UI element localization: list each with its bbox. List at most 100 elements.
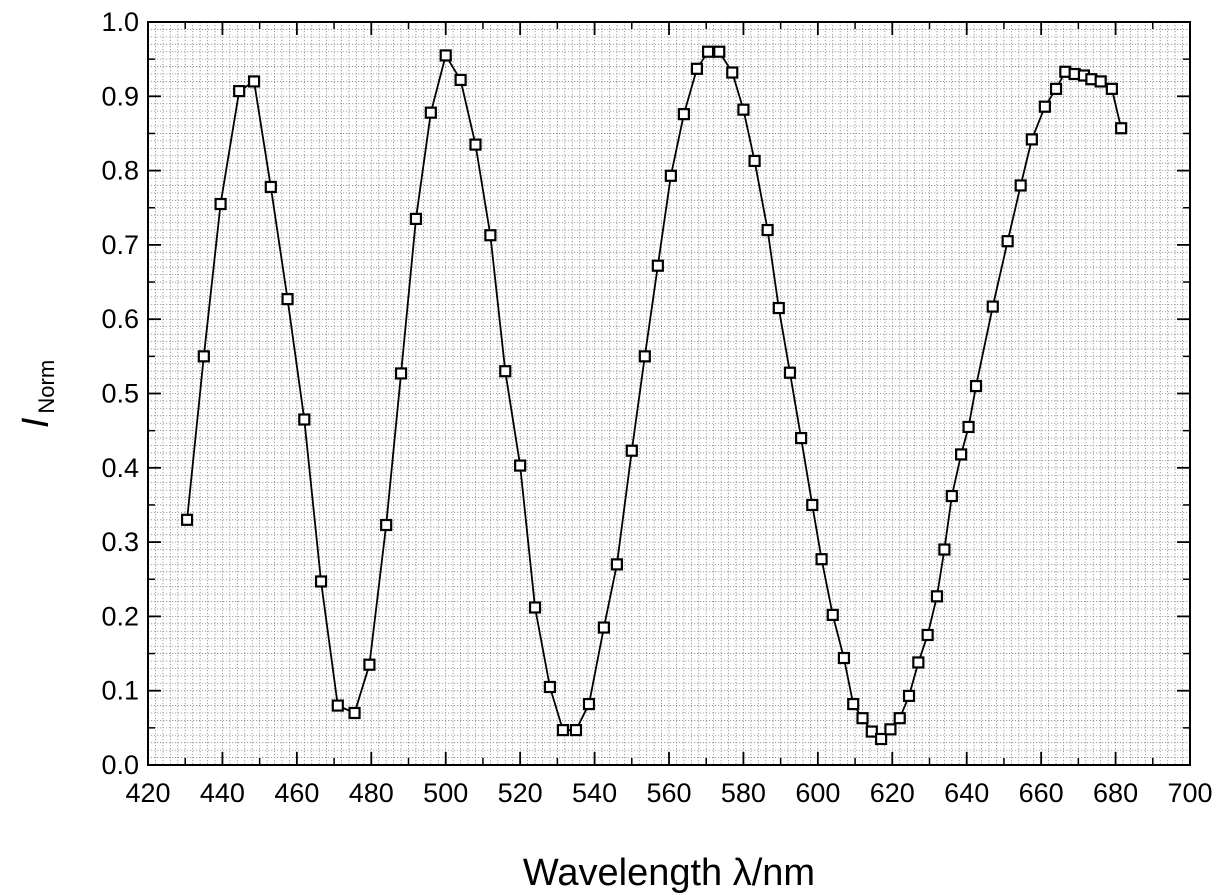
y-axis-title-main: I [15, 417, 57, 428]
data-point [893, 712, 906, 725]
x-axis-title: Wavelength λ/nm [523, 852, 815, 894]
x-tick-label: 500 [423, 778, 468, 808]
x-tick-label: 420 [125, 778, 170, 808]
y-tick-label: 1.0 [101, 7, 139, 37]
data-point [597, 621, 610, 634]
data-point [969, 379, 983, 393]
data-point [543, 680, 557, 694]
data-point [331, 699, 344, 712]
data-point [921, 628, 934, 642]
x-tick-label: 640 [944, 778, 989, 808]
y-tick-label: 0.8 [101, 156, 139, 186]
data-point [409, 212, 423, 225]
data-point [912, 656, 925, 669]
x-tick-label: 600 [795, 778, 840, 808]
data-point [875, 732, 888, 746]
data-point [955, 448, 968, 461]
plot-frame [147, 21, 1191, 766]
data-point [945, 489, 958, 503]
x-tick-label: 540 [572, 778, 617, 808]
data-point [930, 590, 944, 603]
data-point [348, 706, 361, 720]
data-point [469, 138, 482, 151]
x-tick-label: 440 [200, 778, 245, 808]
data-point [856, 712, 869, 725]
data-point [582, 697, 596, 711]
data-point [214, 197, 227, 211]
x-tick-label: 480 [349, 778, 394, 808]
x-tick-label: 520 [498, 778, 543, 808]
data-point [380, 518, 393, 532]
data-point [233, 84, 246, 98]
y-tick-label: 0.0 [101, 750, 139, 780]
x-tick-label: 580 [721, 778, 766, 808]
y-tick-labels: 0.0 0.1 0.2 0.3 0.4 0.5 0.6 0.7 0.8 0.9 1.0 [101, 7, 139, 780]
y-tick-label: 0.4 [101, 453, 139, 483]
data-point [826, 608, 839, 622]
data-point [726, 66, 739, 79]
data-point [439, 49, 452, 62]
data-point [837, 651, 851, 665]
series-line [186, 50, 1123, 740]
data-point [962, 420, 975, 434]
x-tick-label: 660 [1019, 778, 1064, 808]
data-point [713, 45, 726, 58]
y-tick-label: 0.3 [101, 527, 139, 557]
data-point [1014, 179, 1027, 192]
data-point [651, 259, 664, 272]
y-axis-title: I Norm [15, 360, 59, 428]
data-point [528, 601, 542, 614]
data-series [180, 45, 1128, 746]
data-point [247, 75, 261, 88]
x-tick-label: 460 [274, 778, 319, 808]
data-point [180, 513, 194, 526]
y-axis-title-subscript: Norm [34, 360, 59, 414]
data-point [884, 723, 897, 736]
data-point [197, 350, 210, 363]
y-tick-label: 0.5 [101, 379, 139, 409]
data-point [815, 553, 828, 566]
data-point [1105, 82, 1118, 95]
data-point [664, 169, 677, 182]
data-point [795, 431, 808, 445]
data-point [281, 293, 294, 306]
data-point [314, 575, 328, 588]
data-point [424, 106, 437, 119]
x-tick-label: 620 [870, 778, 915, 808]
data-point [865, 725, 878, 738]
data-point [761, 223, 774, 237]
y-tick-label: 0.2 [101, 601, 139, 631]
data-point [625, 444, 638, 457]
data-point [638, 350, 651, 363]
data-point [902, 689, 916, 703]
data-point [1094, 75, 1107, 88]
data-point [690, 62, 704, 75]
data-point [514, 459, 527, 472]
data-point [737, 103, 750, 116]
data-point [1115, 122, 1128, 135]
data-point [556, 723, 570, 737]
data-point [806, 498, 819, 512]
data-point [1049, 82, 1063, 95]
data-point [484, 229, 497, 242]
y-tick-label: 0.1 [101, 676, 139, 706]
data-point [677, 108, 690, 121]
data-point [363, 658, 376, 671]
data-point [1038, 100, 1051, 113]
data-point [772, 301, 785, 315]
data-point [454, 73, 467, 87]
data-point [499, 365, 512, 378]
data-point [847, 697, 860, 711]
data-point [569, 723, 583, 737]
data-point [986, 300, 999, 313]
y-tick-label: 0.9 [101, 81, 139, 111]
data-point [1025, 133, 1038, 146]
data-point [298, 413, 311, 426]
y-tick-label: 0.6 [101, 304, 139, 334]
data-point [610, 558, 624, 571]
x-tick-labels: 420 440 460 480 500 520 540 560 580 600 620 640 660 6… [125, 778, 1212, 808]
y-tick-label: 0.7 [101, 230, 139, 260]
data-point [394, 367, 408, 380]
x-tick-label: 560 [646, 778, 691, 808]
